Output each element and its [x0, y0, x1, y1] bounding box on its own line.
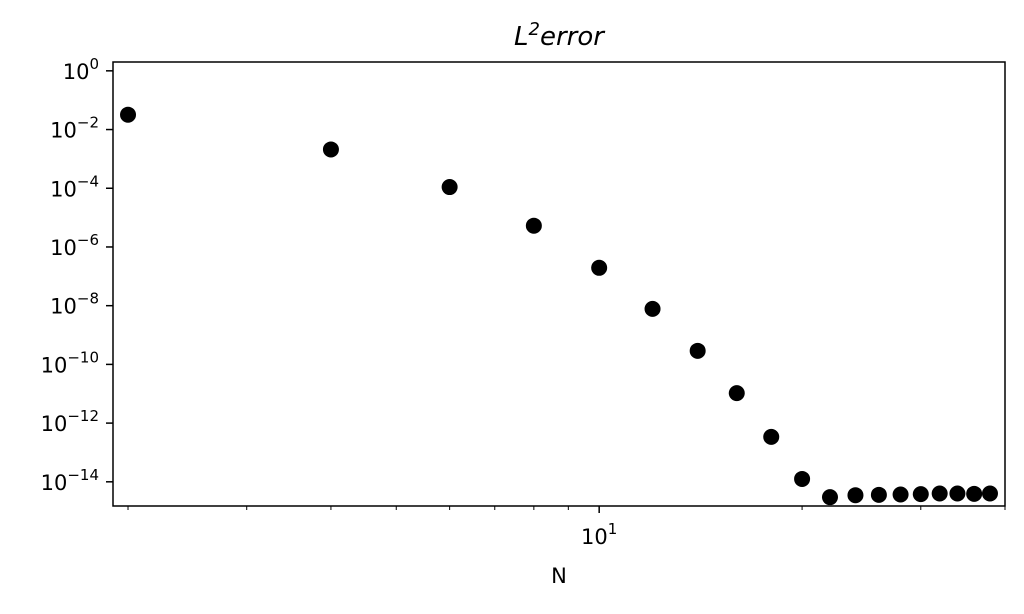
- y-tick-label-base: 10: [50, 177, 77, 201]
- y-tick-label: 10−6: [50, 231, 99, 260]
- data-points-layer: [120, 106, 998, 506]
- data-point: [892, 486, 909, 503]
- y-tick-label-exponent: −10: [67, 348, 99, 366]
- y-tick-label-exponent: 0: [89, 55, 99, 73]
- title-base: L: [514, 22, 529, 52]
- data-point: [949, 485, 966, 502]
- y-tick-label-base: 10: [50, 119, 77, 143]
- y-tick-label: 10−10: [41, 348, 99, 377]
- y-tick-label-exponent: −6: [77, 231, 99, 249]
- data-point: [931, 485, 948, 502]
- data-point: [644, 300, 661, 317]
- y-tick-label: 10−2: [50, 114, 99, 143]
- data-point: [728, 385, 745, 402]
- y-tick-label-exponent: −8: [77, 290, 99, 308]
- chart-title: L2error: [514, 19, 606, 52]
- y-tick-label-exponent: −2: [77, 114, 99, 132]
- data-point: [847, 487, 864, 504]
- data-point: [322, 141, 339, 158]
- x-axis-label: N: [551, 564, 567, 588]
- x-ticks-layer: 101: [127, 506, 1006, 549]
- y-tick-label-base: 10: [50, 295, 77, 319]
- title-rest: error: [540, 22, 606, 52]
- title-superscript: 2: [529, 19, 540, 40]
- x-tick-label-base: 10: [581, 525, 608, 549]
- data-point: [966, 485, 983, 502]
- y-tick-label: 10−4: [50, 172, 99, 201]
- data-point: [591, 259, 608, 276]
- y-tick-label-base: 10: [63, 60, 90, 84]
- data-point: [981, 485, 998, 502]
- y-tick-label-exponent: −12: [67, 407, 99, 425]
- y-tick-label-base: 10: [41, 471, 68, 495]
- data-point: [870, 486, 887, 503]
- plot-frame: [112, 61, 1006, 507]
- data-point: [525, 217, 542, 234]
- y-tick-label: 10−12: [41, 407, 99, 436]
- data-point: [763, 428, 780, 445]
- data-point: [821, 489, 838, 506]
- data-point: [441, 179, 458, 196]
- y-tick-label-base: 10: [50, 236, 77, 260]
- y-tick-label-base: 10: [41, 353, 68, 377]
- data-point: [689, 342, 706, 359]
- y-tick-label-base: 10: [41, 412, 68, 436]
- y-tick-label: 10−8: [50, 290, 99, 319]
- y-tick-label: 100: [63, 55, 99, 84]
- y-tick-label: 10−14: [41, 466, 99, 495]
- data-point: [912, 486, 929, 503]
- data-point: [120, 106, 137, 123]
- x-tick-label: 101: [581, 520, 617, 549]
- y-tick-label-exponent: −14: [67, 466, 99, 484]
- data-point: [794, 470, 811, 487]
- y-tick-label-exponent: −4: [77, 172, 99, 190]
- x-tick-label-exponent: 1: [608, 520, 618, 538]
